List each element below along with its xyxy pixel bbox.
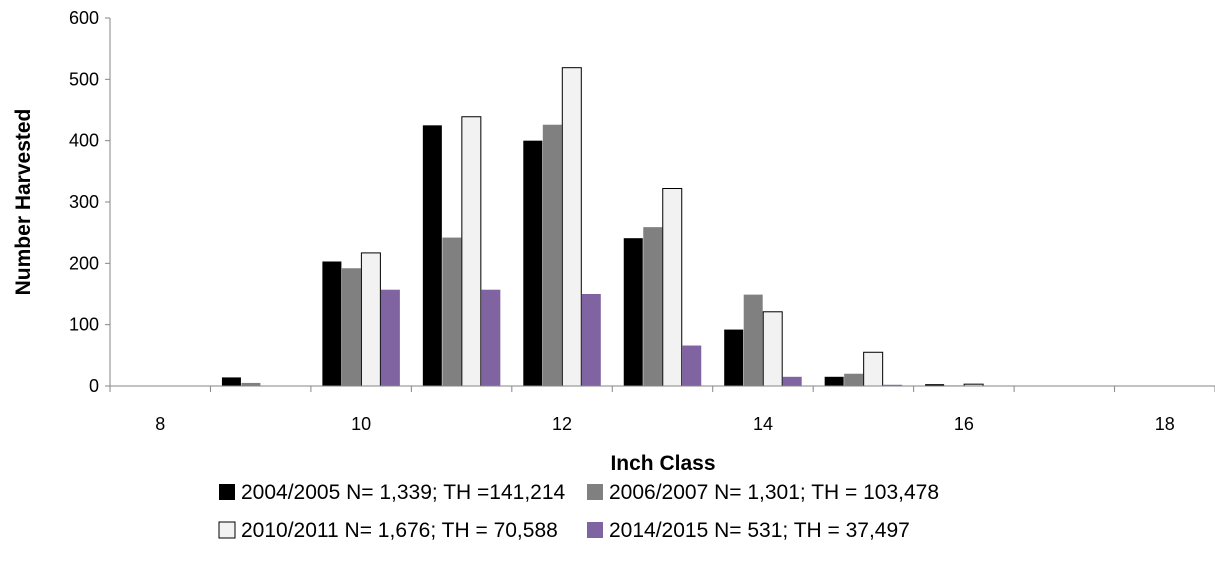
bar	[380, 289, 400, 386]
x-tick-label: 10	[351, 414, 371, 434]
bar	[824, 376, 844, 386]
x-axis-ticks: 8 10 12 14 16 18	[109, 386, 1215, 434]
x-tick-label: 14	[753, 414, 773, 434]
bars	[221, 67, 984, 387]
y-tick-label: 200	[69, 253, 99, 273]
y-axis-ticks: 0 100 200 300 400 500 600	[69, 8, 110, 396]
bar	[542, 124, 562, 386]
bar	[925, 384, 945, 386]
legend-swatch	[218, 521, 236, 539]
legend-label: 2010/2011 N= 1,676; TH = 70,588	[241, 519, 558, 542]
bar	[341, 268, 361, 386]
legend: 2004/2005 N= 1,339; TH =141,214 2006/2007…	[218, 481, 939, 542]
bar	[844, 373, 864, 386]
y-axis-title: Number Harvested	[12, 109, 35, 296]
bar	[863, 351, 884, 387]
axes	[109, 18, 1215, 387]
bar	[561, 67, 582, 387]
bar	[322, 261, 342, 386]
legend-label: 2006/2007 N= 1,301; TH = 103,478	[609, 481, 939, 504]
y-tick-label: 500	[69, 69, 99, 89]
y-tick-label: 400	[69, 131, 99, 151]
legend-swatch	[219, 484, 235, 500]
bar	[581, 294, 601, 386]
bar	[481, 289, 501, 386]
bar	[241, 382, 261, 386]
legend-label: 2014/2015 N= 531; TH = 37,497	[609, 519, 910, 542]
bar	[782, 376, 802, 386]
bar	[682, 345, 702, 386]
legend-label: 2004/2005 N= 1,339; TH =141,214	[241, 481, 566, 504]
x-tick-label: 12	[552, 414, 572, 434]
bar	[461, 116, 482, 387]
bar	[221, 377, 241, 386]
bar	[743, 294, 763, 386]
legend-swatch	[587, 484, 603, 500]
y-tick-label: 300	[69, 192, 99, 212]
y-tick-label: 100	[69, 315, 99, 335]
y-tick-label: 0	[89, 376, 99, 396]
bar	[762, 311, 783, 387]
x-tick-label: 8	[155, 414, 165, 434]
bar	[360, 252, 381, 387]
bar	[422, 125, 442, 386]
bar	[662, 188, 683, 387]
y-tick-label: 600	[69, 8, 99, 28]
legend-swatch	[587, 522, 603, 538]
bar	[724, 329, 744, 386]
x-tick-label: 18	[1155, 414, 1175, 434]
x-axis-title: Inch Class	[610, 452, 715, 475]
x-tick-label: 16	[954, 414, 974, 434]
bar	[523, 140, 543, 386]
bar	[643, 227, 663, 386]
bar	[883, 384, 903, 386]
bar	[623, 238, 643, 386]
bar	[442, 237, 462, 386]
